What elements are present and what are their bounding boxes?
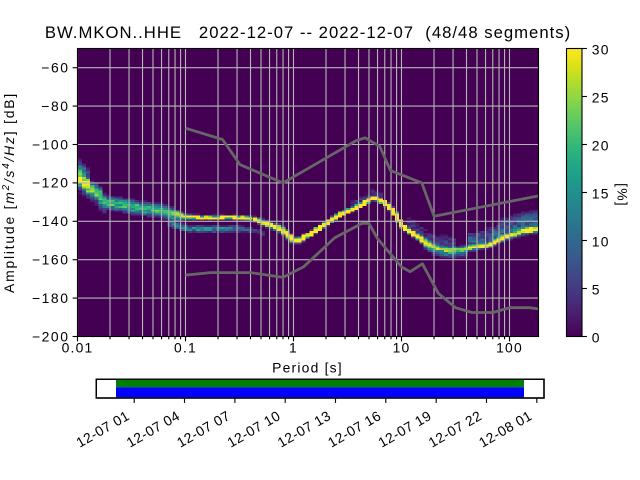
svg-text:25: 25 [592, 89, 610, 105]
svg-text:−60: −60 [41, 60, 69, 76]
svg-text:15: 15 [592, 185, 610, 201]
svg-text:0.01: 0.01 [62, 340, 94, 356]
svg-text:10: 10 [592, 233, 610, 249]
svg-text:Amplitude [m2/s4/Hz] [dB]: Amplitude [m2/s4/Hz] [dB] [1, 92, 18, 293]
svg-text:30: 30 [592, 41, 610, 57]
svg-text:−140: −140 [32, 213, 70, 229]
svg-text:−80: −80 [41, 98, 69, 114]
svg-text:−120: −120 [32, 175, 70, 191]
svg-text:BW.MKON..HHE 2022-12-07 -- 2: BW.MKON..HHE 2022-12-07 -- 2022-12-07 (4… [45, 23, 571, 42]
svg-text:−100: −100 [32, 136, 70, 152]
svg-text:0.1: 0.1 [174, 340, 197, 356]
svg-text:[%]: [%] [615, 183, 631, 207]
svg-text:100: 100 [496, 340, 523, 356]
svg-text:20: 20 [592, 137, 610, 153]
svg-text:−200: −200 [32, 328, 70, 344]
svg-text:0: 0 [592, 329, 601, 345]
svg-text:−160: −160 [32, 252, 70, 268]
svg-text:1: 1 [289, 340, 298, 356]
svg-text:5: 5 [592, 281, 601, 297]
svg-text:−180: −180 [32, 290, 70, 306]
svg-text:Period [s]: Period [s] [272, 360, 343, 376]
svg-text:10: 10 [393, 340, 411, 356]
